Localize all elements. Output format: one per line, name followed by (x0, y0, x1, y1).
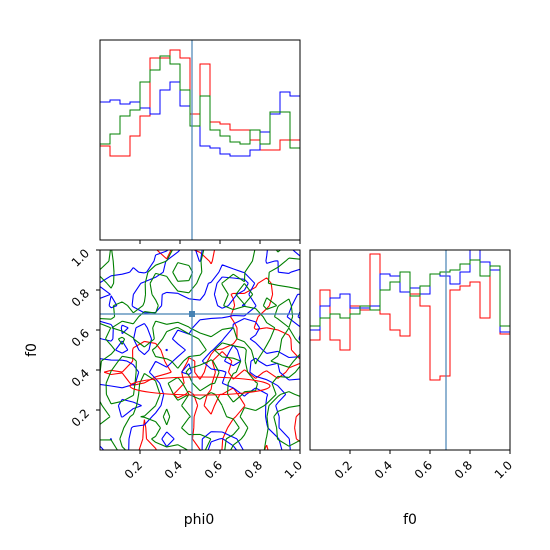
hist-phi0-series-2-step (100, 55, 300, 149)
contour-ytick-label: 1.0 (69, 246, 92, 269)
hist-f0-xtick-label: 0.2 (332, 458, 355, 481)
contour-xtick-label: 0.2 (122, 458, 145, 481)
contour-ytick-label: 0.2 (69, 406, 92, 429)
hist-f0-series-2-step (310, 259, 510, 327)
contour-series-0-ellipse (129, 376, 271, 396)
hist-phi0-frame (99, 39, 301, 241)
contour-ytick-label: 0.4 (69, 366, 92, 389)
contour-series-2 (100, 250, 300, 450)
histogram-phi0-panel (99, 39, 301, 244)
hist-f0-xtick-label: 0.8 (452, 458, 475, 481)
hist-f0-series-0-step (310, 253, 510, 381)
contour-xtick-label: 0.6 (202, 458, 225, 481)
contour-phi0-f0-panel (99, 249, 301, 451)
x-axis-label-phi0: phi0 (184, 512, 215, 528)
hist-f0-frame (309, 249, 511, 451)
truth-marker (189, 311, 195, 317)
x-axis-label-f0: f0 (403, 512, 417, 528)
contour-xtick-label: 0.4 (162, 458, 185, 481)
x-tick-labels-f0: 0.2 0.4 0.6 0.8 1.0 (332, 450, 515, 482)
contour-xtick-label: 1.0 (282, 458, 305, 481)
contour-ytick-label: 0.6 (69, 326, 92, 349)
y-axis-label-f0: f0 (24, 343, 40, 357)
x-tick-labels-phi0: 0.2 0.4 0.6 0.8 1.0 (122, 450, 305, 482)
contour-ytick-label: 0.8 (69, 286, 92, 309)
hist-f0-xtick-label: 0.6 (412, 458, 435, 481)
hist-f0-xtick-label: 0.4 (372, 458, 395, 481)
contour-background (100, 250, 300, 450)
contour-frame (99, 249, 301, 451)
y-tick-labels-f0: 0.2 0.4 0.6 0.8 1.0 (69, 246, 100, 430)
histogram-f0-panel (309, 249, 511, 451)
hist-f0-xtick-label: 1.0 (492, 458, 515, 481)
contour-xtick-label: 0.8 (242, 458, 265, 481)
